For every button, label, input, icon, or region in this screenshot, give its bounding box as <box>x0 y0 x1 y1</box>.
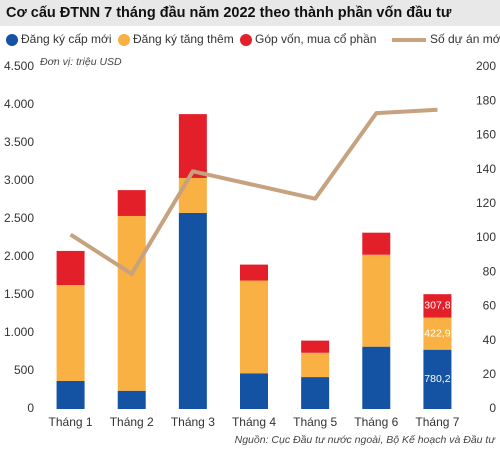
bar-segment <box>117 215 146 391</box>
bar-segment <box>117 390 146 409</box>
bar-segment <box>178 177 207 213</box>
x-tick-label: Tháng 3 <box>171 415 215 429</box>
y2-tick-label: 180 <box>476 93 496 107</box>
title-band <box>0 0 500 26</box>
bar-segment <box>423 294 452 318</box>
y2-tick-label: 200 <box>476 59 496 73</box>
data-label: 780,2 <box>424 373 450 385</box>
bar-segment <box>362 232 391 255</box>
legend-swatch <box>240 34 252 46</box>
bar-segment <box>423 317 452 350</box>
bar-segment <box>117 190 146 216</box>
y-tick-label: 2.500 <box>4 211 34 225</box>
legend-label: Đăng ký tăng thêm <box>133 32 234 46</box>
y2-tick-label: 60 <box>483 299 497 313</box>
data-label: 307,8 <box>424 300 450 312</box>
bar-segment <box>362 346 391 409</box>
y-tick-label: 3.000 <box>4 173 34 187</box>
legend-label: Đăng ký cấp mới <box>21 32 112 46</box>
y2-tick-label: 80 <box>483 264 497 278</box>
y-tick-label: 0 <box>27 401 34 415</box>
y2-tick-label: 140 <box>476 162 496 176</box>
unit-note: Đơn vị: triệu USD <box>40 56 122 68</box>
bar-segment <box>240 373 268 409</box>
y2-tick-label: 0 <box>489 401 496 415</box>
bar-segment <box>301 340 330 353</box>
y2-tick-label: 40 <box>483 333 497 347</box>
y-tick-label: 2.000 <box>4 249 34 263</box>
line-series <box>69 107 438 276</box>
x-tick-label: Tháng 4 <box>232 415 276 429</box>
legend-label: Góp vốn, mua cổ phần <box>255 32 376 46</box>
y-tick-label: 3.500 <box>4 135 34 149</box>
legend-swatch <box>118 34 130 46</box>
bar-segment <box>56 285 85 381</box>
x-tick-label: Tháng 2 <box>110 415 154 429</box>
source-note: Nguồn: Cục Đầu tư nước ngoài, Bộ Kế hoạc… <box>235 434 497 446</box>
y2-tick-label: 160 <box>476 128 496 142</box>
bar-segment <box>423 349 452 409</box>
y2-tick-label: 100 <box>476 230 496 244</box>
bar-segment <box>178 212 207 409</box>
y-tick-label: 1.000 <box>4 325 34 339</box>
bar-segment <box>178 114 207 178</box>
y-tick-label: 4.500 <box>4 59 34 73</box>
x-tick-label: Tháng 7 <box>415 415 459 429</box>
legend-swatch <box>6 34 18 46</box>
y-tick-label: 1.500 <box>4 287 34 301</box>
bar-segment <box>240 280 268 374</box>
bar-segment <box>240 264 268 281</box>
bar-segment <box>56 250 85 286</box>
y2-tick-label: 120 <box>476 196 496 210</box>
bar-segment <box>56 380 85 409</box>
x-tick-label: Tháng 6 <box>354 415 398 429</box>
y-tick-label: 500 <box>14 363 34 377</box>
legend-label: Số dự án mới <box>430 32 500 46</box>
bar-segment <box>301 352 330 378</box>
bar-segment <box>362 254 391 347</box>
chart-title: Cơ cấu ĐTNN 7 tháng đầu năm 2022 theo th… <box>6 5 452 21</box>
y-tick-label: 4.000 <box>4 97 34 111</box>
y2-tick-label: 20 <box>483 367 497 381</box>
x-tick-label: Tháng 1 <box>49 415 93 429</box>
data-label: 422,9 <box>424 327 450 339</box>
bar-segment <box>301 377 330 409</box>
x-tick-label: Tháng 5 <box>293 415 337 429</box>
